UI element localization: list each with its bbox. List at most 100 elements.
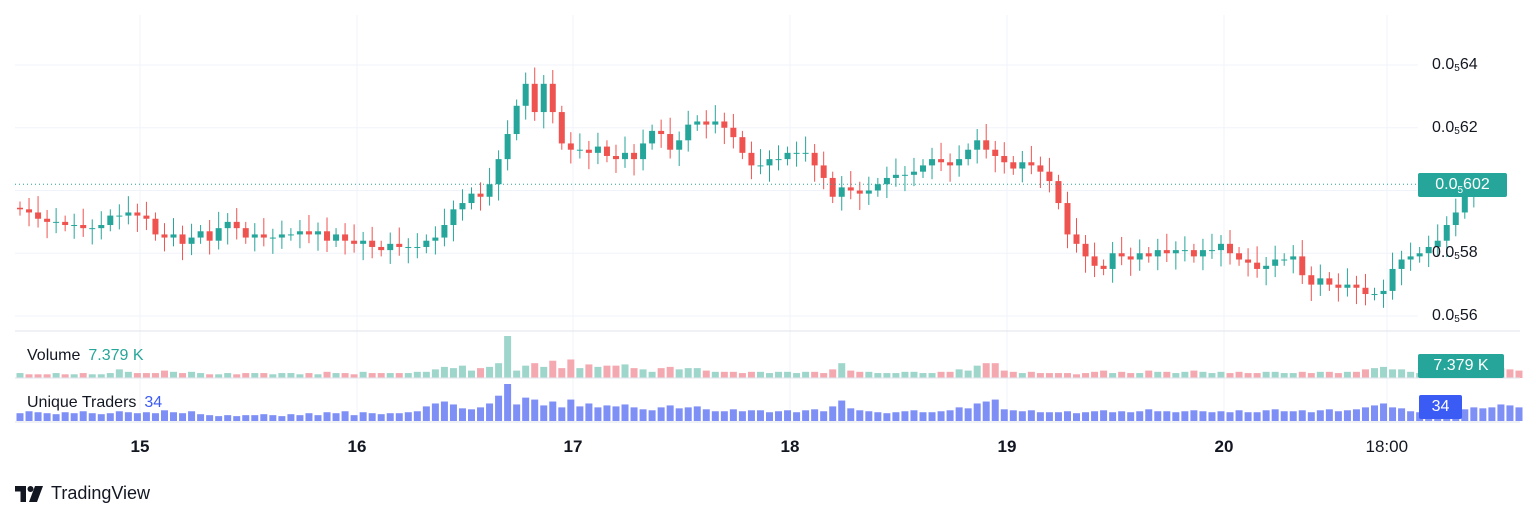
candle-body (603, 146, 610, 156)
candle-body (1299, 256, 1306, 276)
time-tick-label: 17 (563, 437, 583, 456)
unique-traders-bar (215, 416, 223, 421)
traders-legend[interactable]: Unique Traders 34 (27, 394, 162, 412)
unique-traders-bar (558, 407, 566, 421)
candle-body (1163, 250, 1170, 254)
unique-traders-bar (1262, 410, 1270, 421)
candle-body (883, 177, 890, 185)
volume-bar (495, 363, 503, 378)
candle-body (549, 83, 556, 113)
volume-bar (1325, 371, 1333, 378)
volume-bar (702, 370, 710, 378)
time-tick-label: 18 (780, 437, 800, 456)
unique-traders-bar (1208, 412, 1216, 421)
candle-body (143, 215, 150, 219)
unique-traders-bar (106, 413, 114, 421)
candle-body (739, 137, 746, 153)
candle-body (631, 152, 638, 160)
unique-traders-bar (305, 413, 313, 421)
unique-traders-bar (477, 407, 485, 421)
volume-bar (964, 370, 972, 378)
volume-bar (856, 371, 864, 378)
unique-traders-bar (1045, 412, 1053, 421)
candle-body (829, 177, 836, 197)
volume-bar (332, 373, 340, 378)
unique-traders-bar (1352, 409, 1360, 421)
candle-body (929, 159, 936, 166)
unique-traders-bar (179, 413, 187, 421)
unique-traders-bar (1515, 407, 1523, 421)
candle-body (1136, 253, 1143, 260)
candle-body (1461, 193, 1468, 213)
candle-body (1082, 243, 1089, 257)
candle-body (1091, 256, 1098, 266)
unique-traders-bar (160, 410, 168, 421)
candle-body (432, 237, 439, 241)
volume-bar (802, 371, 810, 378)
candle-body (396, 243, 403, 247)
unique-traders-bar (603, 405, 611, 421)
tradingview-logo-icon (15, 485, 43, 502)
volume-bar (504, 336, 512, 378)
volume-bar (531, 363, 539, 378)
candle-body (251, 234, 258, 238)
candle-body (838, 187, 845, 197)
candle-body (1353, 284, 1360, 288)
volume-bar (765, 373, 773, 378)
volume-bar (1127, 373, 1135, 378)
candle-body (1281, 259, 1288, 261)
unique-traders-bar (233, 416, 241, 421)
volume-label: Volume (27, 347, 81, 364)
candle-body (766, 159, 773, 166)
time-tick-label: 19 (997, 437, 1017, 456)
unique-traders-bar (413, 411, 421, 421)
volume-bar (179, 373, 187, 378)
unique-traders-bar (377, 414, 385, 421)
candle-body (35, 212, 42, 219)
candle-body (748, 152, 755, 166)
unique-traders-bar (765, 412, 773, 421)
volume-bar (910, 371, 918, 378)
candle-body (594, 146, 601, 153)
unique-traders-bar (1235, 410, 1243, 421)
volume-bar (1045, 373, 1053, 378)
volume-bar (874, 373, 882, 378)
volume-bar (666, 366, 674, 378)
unique-traders-bar (1271, 409, 1279, 421)
volume-bar (1289, 373, 1297, 378)
volume-legend[interactable]: Volume 7.379 K (27, 347, 144, 365)
volume-bar (206, 374, 214, 378)
volume-bar (368, 373, 376, 378)
branding[interactable]: TradingView (15, 483, 150, 504)
candle-body (784, 152, 791, 160)
unique-traders-bar (1497, 404, 1505, 421)
unique-traders-bar (1461, 409, 1469, 421)
volume-bar (793, 373, 801, 378)
candle-body (1290, 256, 1297, 260)
candle-body (1263, 265, 1270, 269)
unique-traders-bar (52, 414, 60, 421)
candle-body (983, 140, 990, 150)
time-tick-label: 18:00 (1365, 437, 1409, 456)
candle-body (134, 212, 141, 216)
unique-traders-bar (883, 413, 891, 421)
candle-body (1055, 181, 1062, 204)
unique-traders-bar (756, 410, 764, 421)
volume-bar (477, 368, 485, 378)
unique-traders-bar (1036, 412, 1044, 421)
volume-bar (865, 371, 873, 378)
candle-body (342, 234, 349, 241)
candle-body (965, 149, 972, 160)
volume-bar (1316, 371, 1324, 378)
volume-bar (422, 371, 430, 378)
volume-bar (1244, 373, 1252, 378)
last-price-suffix: 602 (1463, 176, 1490, 193)
volume-bar (1073, 374, 1081, 378)
unique-traders-bar (946, 410, 954, 421)
candle-body (694, 121, 701, 125)
volume-bar (1154, 371, 1162, 378)
unique-traders-bar (341, 411, 349, 421)
volume-bar (784, 371, 792, 378)
